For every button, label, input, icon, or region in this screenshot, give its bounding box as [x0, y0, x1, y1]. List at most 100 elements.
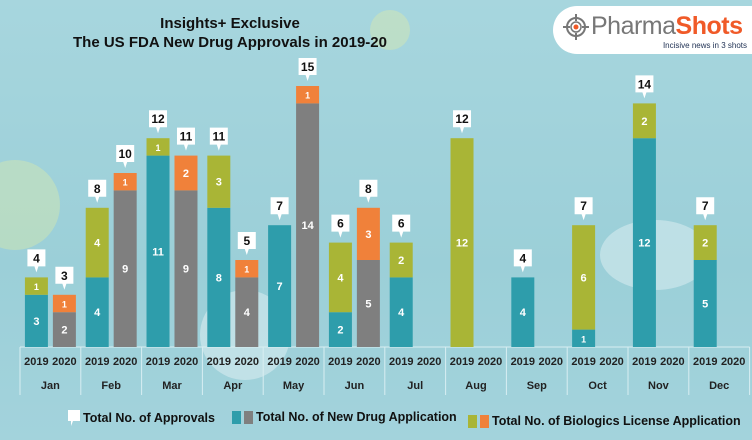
year-tick-label: 2020 — [478, 356, 502, 368]
total-value-label: 4 — [33, 251, 40, 265]
month-tick-label: May — [283, 380, 305, 392]
bar-nda-2019 — [85, 277, 109, 347]
total-callout — [237, 232, 256, 255]
swatch-nda-2020 — [244, 410, 253, 424]
legend-bla: Total No. of Biologics License Applicati… — [468, 414, 741, 428]
bar-value-label: 4 — [337, 272, 344, 284]
year-tick-label: 2020 — [356, 356, 380, 368]
bar-bla-2019 — [572, 225, 596, 330]
bar-value-label: 4 — [244, 307, 251, 319]
total-value-label: 6 — [398, 217, 405, 231]
bar-bla-2020 — [52, 294, 76, 313]
bar-value-label: 1 — [244, 265, 249, 275]
bar-value-label: 11 — [152, 246, 164, 258]
month-tick-label: Nov — [648, 380, 670, 392]
bar-bla-2019 — [85, 207, 109, 278]
total-value-label: 8 — [94, 182, 101, 196]
bar-value-label: 1 — [62, 300, 67, 310]
bar-nda-2020 — [113, 190, 137, 347]
total-callout — [635, 75, 654, 99]
total-callout — [574, 197, 593, 221]
bar-value-label: 4 — [94, 238, 101, 250]
total-callout — [392, 214, 411, 238]
bar-bla-2020 — [113, 173, 137, 191]
total-value-label: 4 — [519, 251, 526, 265]
year-tick-label: 2019 — [267, 356, 291, 368]
year-tick-label: 2020 — [113, 356, 137, 368]
bar-bla-2019 — [207, 155, 231, 208]
total-callout — [209, 127, 228, 151]
bar-value-label: 4 — [94, 307, 101, 319]
year-tick-label: 2019 — [450, 356, 474, 368]
year-tick-label: 2019 — [511, 356, 535, 368]
pharmashots-logo: PharmaShots Incisive news in 3 shots — [553, 6, 752, 54]
total-callout — [298, 58, 317, 81]
month-tick-label: Oct — [588, 380, 607, 392]
total-callout — [27, 249, 46, 273]
total-callout — [453, 110, 472, 134]
swatch-bla-2020 — [480, 414, 489, 428]
month-tick-label: Jun — [345, 380, 365, 392]
total-value-label: 12 — [455, 112, 469, 126]
bar-value-label: 1 — [156, 143, 161, 153]
total-callout — [513, 249, 532, 273]
bar-bla-2019 — [389, 242, 413, 278]
legend-total: Total No. of Approvals — [68, 410, 215, 426]
bar-nda-2019 — [693, 260, 717, 347]
month-tick-label: Sep — [527, 380, 547, 392]
total-callout — [696, 197, 715, 221]
bar-bla-2019 — [693, 225, 717, 260]
bar-value-label: 2 — [337, 325, 343, 337]
bar-value-label: 12 — [456, 238, 468, 250]
bar-value-label: 9 — [183, 264, 189, 276]
bar-bla-2020 — [174, 155, 198, 191]
bar-nda-2020 — [235, 277, 259, 347]
bar-value-label: 8 — [216, 272, 222, 284]
total-value-label: 5 — [243, 234, 250, 248]
title-line-2: The US FDA New Drug Approvals in 2019-20 — [73, 34, 387, 51]
bar-value-label: 1 — [581, 334, 586, 344]
total-value-label: 7 — [702, 199, 709, 213]
swatch-nda-2019 — [232, 410, 241, 424]
month-tick-label: Jan — [41, 380, 60, 392]
year-tick-label: 2019 — [328, 356, 352, 368]
year-tick-label: 2020 — [660, 356, 684, 368]
total-callout — [88, 179, 107, 203]
total-callout — [55, 266, 74, 290]
year-tick-label: 2019 — [85, 356, 109, 368]
crosshair-logo-icon — [563, 14, 589, 40]
year-tick-label: 2020 — [599, 356, 623, 368]
bar-value-label: 5 — [365, 299, 371, 311]
month-tick-label: Aug — [465, 380, 486, 392]
callout-icon — [68, 410, 80, 426]
title-line-1: Insights+ Exclusive — [160, 15, 300, 32]
bar-value-label: 4 — [398, 307, 405, 319]
bar-value-label: 1 — [34, 282, 39, 292]
total-callout — [176, 127, 195, 151]
total-value-label: 11 — [180, 130, 193, 144]
total-value-label: 3 — [61, 269, 68, 283]
bar-bla-2020 — [356, 207, 380, 260]
bar-value-label: 3 — [33, 316, 39, 328]
bar-nda-2019 — [328, 312, 352, 347]
bar-nda-2019 — [24, 294, 48, 347]
legend-nda: Total No. of New Drug Application — [232, 410, 457, 424]
year-tick-label: 2019 — [207, 356, 231, 368]
bar-value-label: 2 — [702, 238, 708, 250]
bar-nda-2019 — [268, 225, 292, 347]
total-value-label: 14 — [638, 77, 652, 91]
bar-bla-2019 — [450, 138, 474, 347]
bar-nda-2019 — [207, 207, 231, 347]
year-tick-label: 2020 — [174, 356, 198, 368]
bar-value-label: 9 — [122, 264, 128, 276]
legend-nda-label: Total No. of New Drug Application — [256, 410, 457, 424]
month-tick-label: Feb — [101, 380, 121, 392]
month-tick-label: Jul — [407, 380, 423, 392]
total-value-label: 8 — [365, 182, 372, 196]
total-value-label: 15 — [301, 60, 315, 74]
bar-value-label: 7 — [277, 281, 283, 293]
bar-value-label: 1 — [123, 178, 128, 188]
total-callout — [116, 145, 135, 168]
month-tick-label: Apr — [223, 380, 243, 392]
